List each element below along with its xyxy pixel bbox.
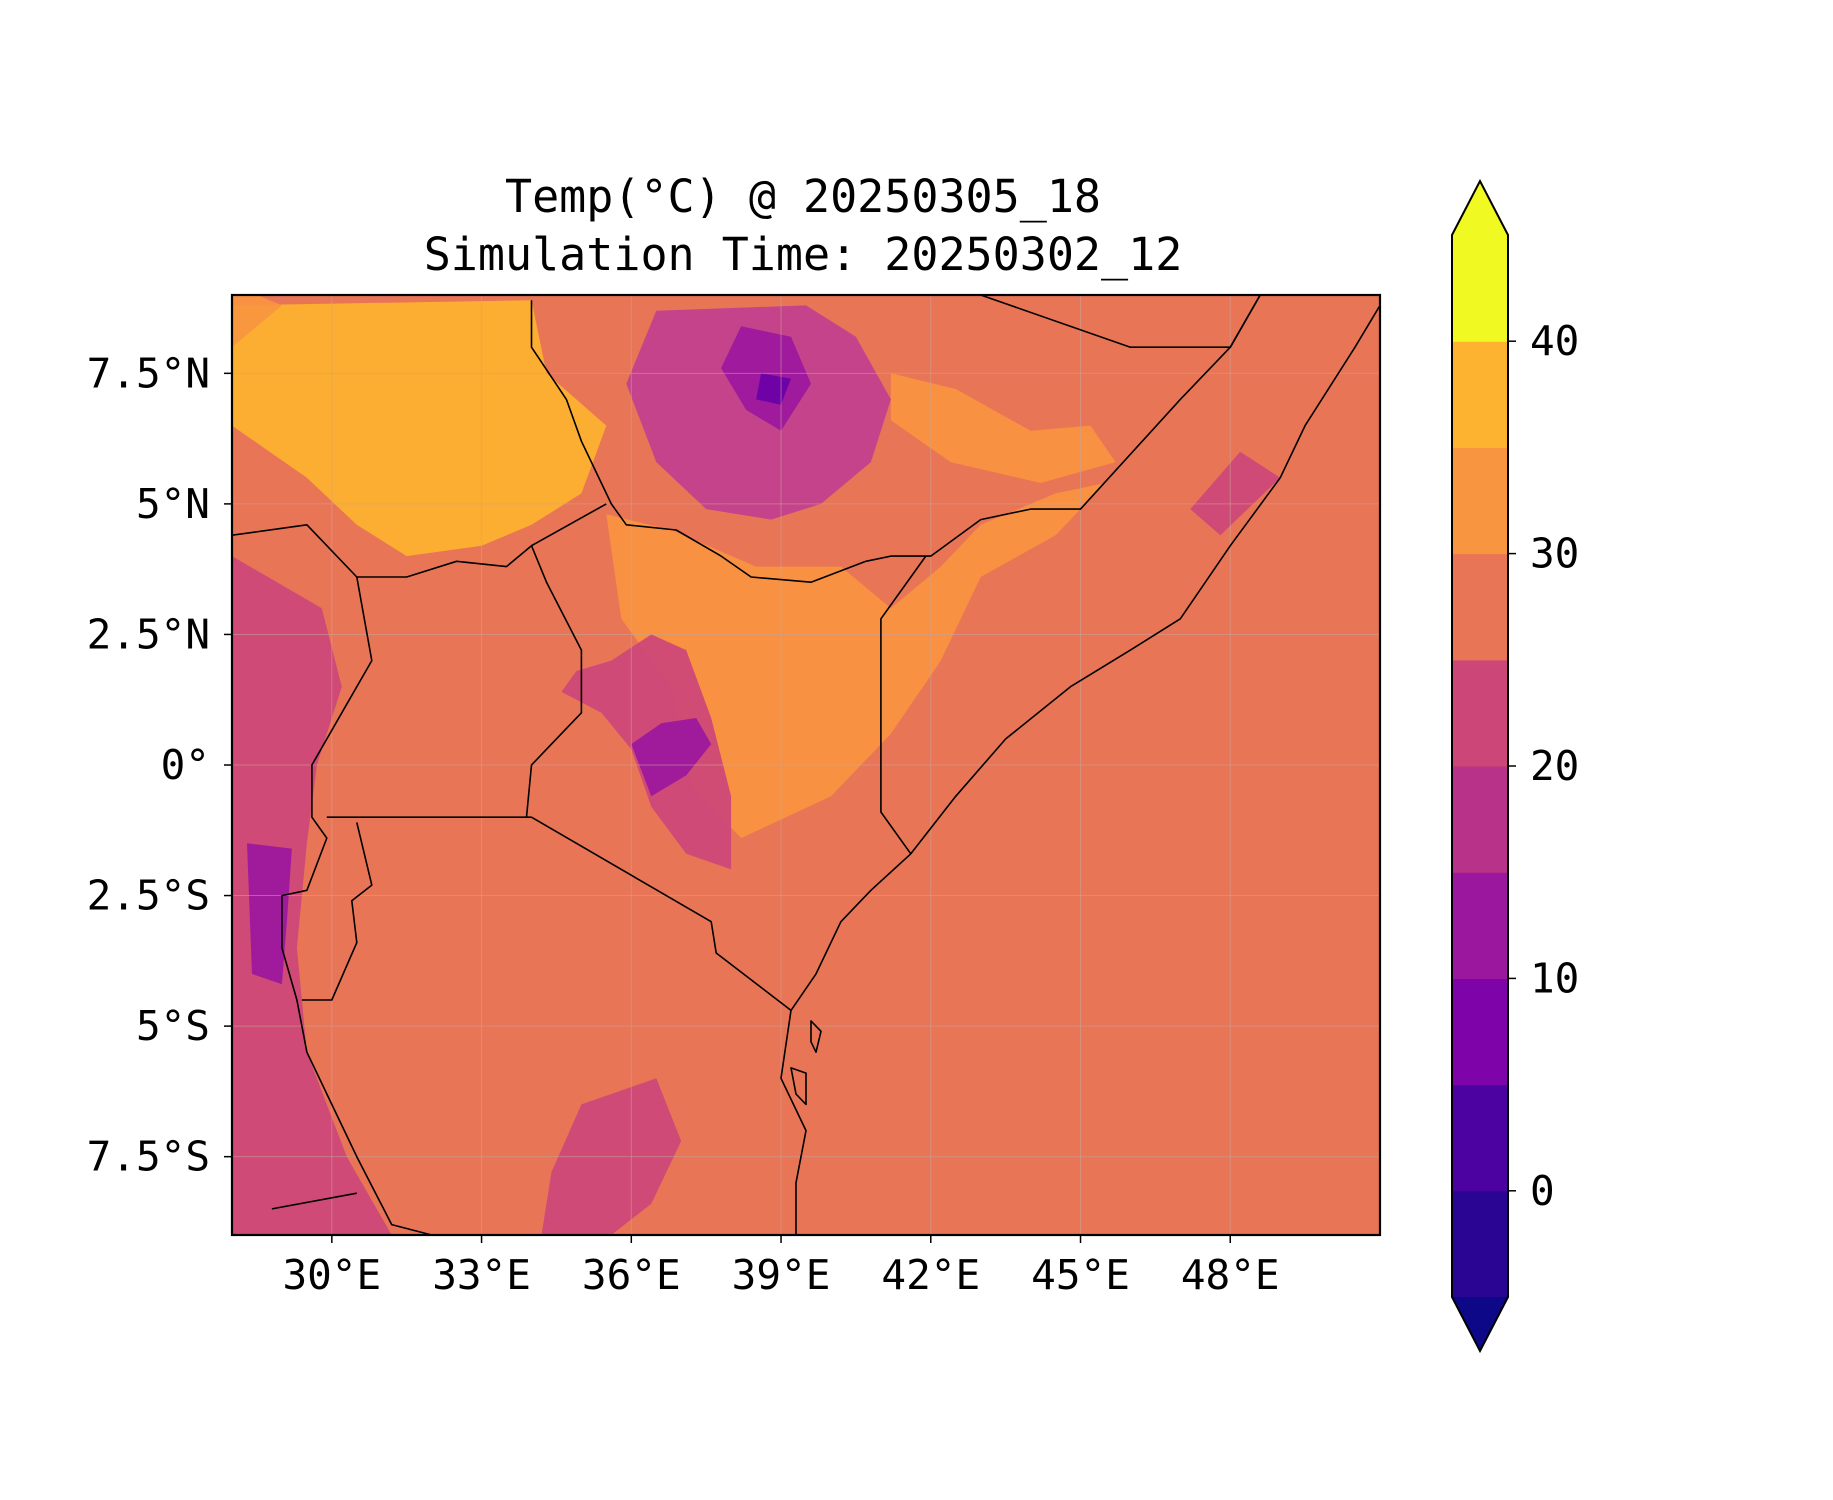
colorbar-tick-label: 20 <box>1530 742 1579 790</box>
colorbar-segment <box>1452 553 1508 661</box>
colorbar-segment <box>1452 766 1508 873</box>
colorbar-segment <box>1452 978 1508 1086</box>
colorbar-segment <box>1452 235 1508 342</box>
colorbar-tick-label: 40 <box>1530 317 1579 365</box>
border-rwanda-burundi-border <box>301 822 373 1001</box>
colorbar-outline <box>1451 178 1509 1354</box>
colorbar-segment <box>1452 872 1508 979</box>
lon-tick-label: 48°E <box>1181 1251 1280 1299</box>
lat-tick-label: 7.5°S <box>87 1133 210 1181</box>
colorbar-tick-label: 10 <box>1530 954 1579 1002</box>
border-ssd-uganda-border <box>232 503 607 578</box>
lat-tick-label: 5°N <box>136 480 210 528</box>
lat-tick-label: 0° <box>161 741 210 789</box>
border-drc-uganda-border <box>281 576 432 1235</box>
coastline-east-african-coast <box>780 304 1380 1235</box>
chart-title-line2: Simulation Time: 20250302_12 <box>423 228 1183 281</box>
temperature-field-kenya-highlands-cold <box>631 718 712 797</box>
colorbar-segment <box>1452 341 1508 448</box>
lon-tick-label: 45°E <box>1031 1251 1130 1299</box>
lon-tick-label: 33°E <box>432 1251 531 1299</box>
lon-tick-label: 36°E <box>582 1251 681 1299</box>
temperature-field-somalia-coast-cool <box>1190 451 1281 536</box>
colorbar-segment <box>1452 1190 1508 1298</box>
lat-tick-label: 7.5°N <box>87 349 210 397</box>
lat-tick-label: 5°S <box>136 1002 210 1050</box>
lat-tick-label: 2.5°N <box>87 610 210 658</box>
temperature-field-ne-ethiopia-warm <box>890 373 1116 483</box>
border-bottom-left-border <box>271 1192 357 1210</box>
border-lake-victoria-south <box>326 816 792 1012</box>
coastline-pemba <box>810 1020 822 1053</box>
longitude-axis: 30°E 33°E 36°E 39°E 42°E 45°E 48°E <box>282 1235 1280 1299</box>
border-somalia-ethiopia-north <box>980 295 1261 349</box>
colorbar: 0 10 20 30 40 <box>1451 178 1579 1354</box>
map-area <box>232 295 1380 1235</box>
lat-tick-label: 2.5°S <box>87 872 210 920</box>
border-ssd-eth-kenya-border <box>530 295 1261 584</box>
colorbar-segment <box>1452 659 1508 767</box>
coastline-zanzibar <box>790 1067 807 1106</box>
temperature-field-rwanda-burundi-cold <box>247 843 292 985</box>
border-kenya-somalia-border <box>880 555 927 855</box>
colorbar-segment <box>1452 447 1508 555</box>
temperature-field-south-sudan-warm <box>232 300 607 557</box>
temperature-field-northern-kenya-hot <box>606 483 1106 839</box>
colorbar-over-extension <box>1452 181 1508 235</box>
lon-tick-label: 39°E <box>732 1251 831 1299</box>
border-uganda-kenya-border <box>525 545 583 818</box>
colorbar-tick-label: 0 <box>1530 1167 1555 1215</box>
colorbar-under-extension <box>1452 1297 1508 1351</box>
colorbar-segment <box>1452 1084 1508 1192</box>
chart-title-line1: Temp(°C) @ 20250305_18 <box>504 170 1102 223</box>
lon-tick-label: 30°E <box>282 1251 381 1299</box>
lon-tick-label: 42°E <box>881 1251 980 1299</box>
colorbar-tick-label: 30 <box>1530 530 1579 578</box>
temperature-field-albertine-rift <box>232 556 392 1235</box>
temperature-field-ethiopian-highlands-coldest <box>756 373 791 405</box>
latitude-axis: 7.5°N 5°N 2.5°N 0° 2.5°S 5°S 7.5°S <box>87 349 232 1181</box>
temperature-field-west-warm <box>232 295 282 348</box>
